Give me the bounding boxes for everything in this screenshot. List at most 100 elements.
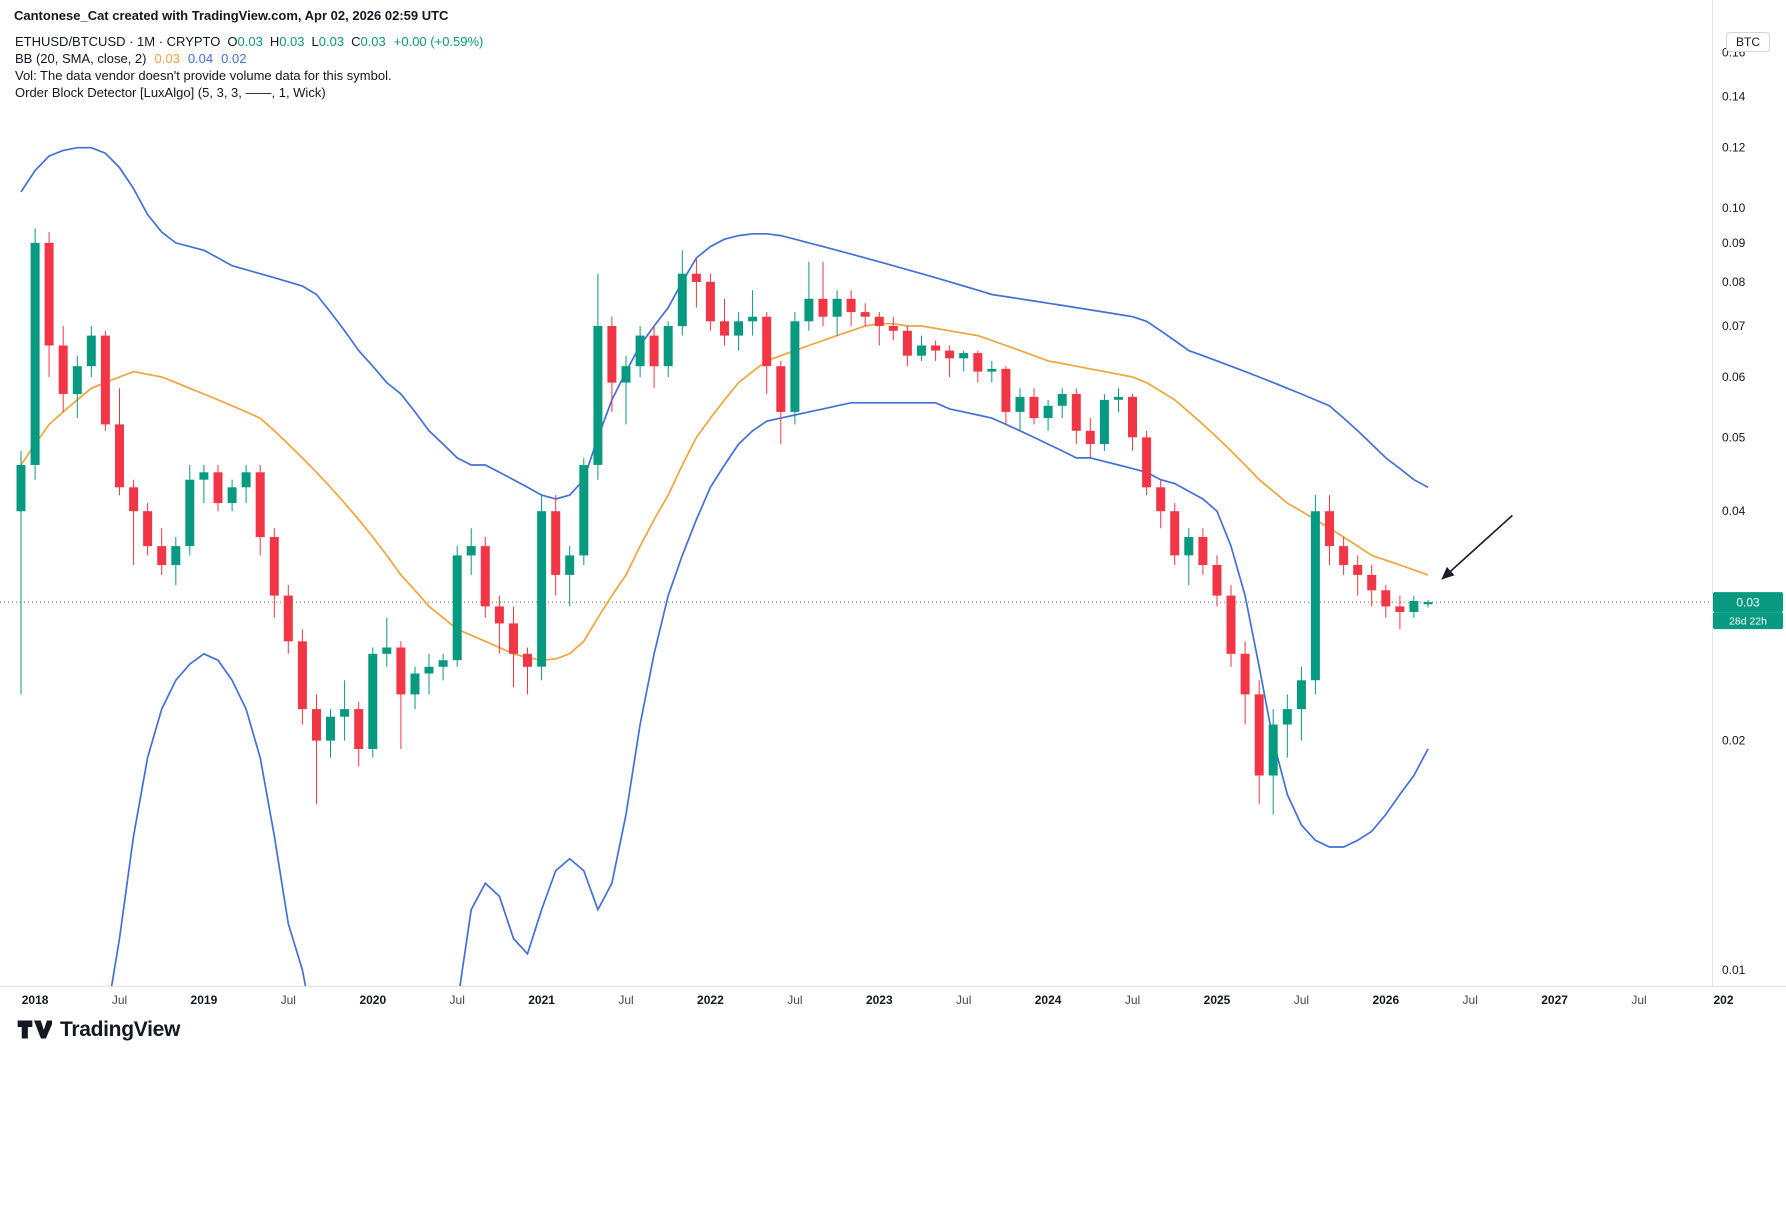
candle[interactable] bbox=[368, 647, 378, 758]
candle[interactable] bbox=[523, 647, 532, 695]
candle[interactable] bbox=[917, 335, 926, 361]
candle[interactable] bbox=[860, 303, 870, 326]
candle[interactable] bbox=[888, 316, 898, 341]
candle[interactable] bbox=[818, 261, 828, 326]
candle[interactable] bbox=[1367, 565, 1377, 607]
candle[interactable] bbox=[1001, 366, 1011, 425]
candle[interactable] bbox=[1029, 388, 1039, 425]
candle[interactable] bbox=[354, 701, 364, 767]
candle[interactable] bbox=[720, 298, 729, 346]
bb-upper-line[interactable] bbox=[20, 146, 1429, 500]
candle[interactable] bbox=[677, 250, 687, 336]
candle[interactable] bbox=[129, 479, 139, 565]
candle[interactable] bbox=[382, 617, 392, 667]
candle[interactable] bbox=[1395, 595, 1405, 630]
candle[interactable] bbox=[1142, 430, 1152, 496]
candle[interactable] bbox=[579, 457, 589, 565]
time-axis[interactable] bbox=[0, 986, 1786, 1012]
candle[interactable] bbox=[283, 585, 293, 654]
chart-pane[interactable] bbox=[0, 0, 1712, 986]
candle[interactable] bbox=[1099, 394, 1109, 451]
candle[interactable] bbox=[1156, 479, 1166, 529]
candle[interactable] bbox=[44, 232, 54, 377]
candle[interactable] bbox=[185, 465, 195, 556]
candle[interactable] bbox=[874, 312, 884, 346]
candle[interactable] bbox=[1339, 537, 1349, 575]
candle[interactable] bbox=[58, 326, 68, 412]
candle[interactable] bbox=[213, 465, 223, 512]
candle[interactable] bbox=[241, 465, 251, 504]
candle[interactable] bbox=[1015, 388, 1025, 431]
candle[interactable] bbox=[424, 653, 434, 695]
candle[interactable] bbox=[410, 666, 420, 710]
candle[interactable] bbox=[509, 606, 518, 688]
candle[interactable] bbox=[1212, 555, 1222, 607]
candle[interactable] bbox=[1423, 599, 1433, 608]
candle[interactable] bbox=[1043, 399, 1053, 431]
currency-toggle-btc[interactable]: BTC bbox=[1726, 32, 1770, 52]
bb-basis-line[interactable] bbox=[20, 322, 1429, 662]
candle[interactable] bbox=[143, 503, 153, 556]
order-block-indicator-title[interactable]: Order Block Detector [LuxAlgo] (5, 3, 3,… bbox=[15, 85, 326, 100]
candle[interactable] bbox=[1310, 495, 1320, 695]
candle[interactable] bbox=[255, 465, 265, 556]
candle[interactable] bbox=[1170, 503, 1180, 565]
price-axis[interactable] bbox=[1712, 0, 1786, 986]
candle[interactable] bbox=[790, 312, 800, 425]
candle[interactable] bbox=[171, 537, 181, 586]
candle[interactable] bbox=[1226, 585, 1236, 667]
volume-indicator-message[interactable]: Vol: The data vendor doesn't provide vol… bbox=[15, 68, 392, 83]
bb-indicator-title[interactable]: BB (20, SMA, close, 2) bbox=[15, 51, 147, 66]
last-price-badge[interactable]: 0.03 28d 22h bbox=[1713, 592, 1783, 630]
candle[interactable] bbox=[438, 653, 448, 681]
candle[interactable] bbox=[340, 680, 350, 741]
bb-lower-line[interactable] bbox=[105, 401, 1429, 1012]
candle[interactable] bbox=[1254, 680, 1264, 805]
candle[interactable] bbox=[297, 629, 307, 725]
candle[interactable] bbox=[1409, 595, 1419, 618]
candle[interactable] bbox=[1268, 709, 1278, 815]
candle[interactable] bbox=[269, 528, 279, 618]
candle[interactable] bbox=[593, 273, 603, 480]
candle[interactable] bbox=[973, 350, 983, 383]
candle[interactable] bbox=[748, 290, 758, 336]
candle[interactable] bbox=[1184, 528, 1194, 586]
candle[interactable] bbox=[1282, 694, 1292, 758]
candle[interactable] bbox=[1071, 388, 1081, 445]
candle[interactable] bbox=[480, 537, 490, 618]
symbol-title[interactable]: ETHUSD/BTCUSD · 1M · CRYPTO bbox=[15, 34, 221, 49]
candle[interactable] bbox=[494, 595, 504, 654]
candle[interactable] bbox=[312, 694, 321, 805]
candle[interactable] bbox=[396, 641, 406, 749]
candle[interactable] bbox=[902, 326, 912, 367]
candle[interactable] bbox=[734, 312, 744, 351]
candle[interactable] bbox=[635, 326, 645, 377]
candle[interactable] bbox=[1128, 394, 1137, 451]
candle[interactable] bbox=[705, 273, 715, 331]
candle[interactable] bbox=[1325, 495, 1334, 565]
candle[interactable] bbox=[621, 355, 631, 425]
candle[interactable] bbox=[199, 465, 209, 504]
candle[interactable] bbox=[157, 528, 167, 575]
candle[interactable] bbox=[846, 290, 856, 326]
candle[interactable] bbox=[72, 355, 82, 419]
tradingview-logo[interactable]: TradingView bbox=[16, 1016, 180, 1043]
candle[interactable] bbox=[227, 479, 237, 512]
candle[interactable] bbox=[326, 709, 335, 758]
candle[interactable] bbox=[1296, 666, 1306, 741]
candle[interactable] bbox=[931, 340, 941, 361]
candle[interactable] bbox=[452, 546, 462, 667]
candle[interactable] bbox=[565, 546, 575, 607]
candle[interactable] bbox=[1381, 585, 1391, 618]
candle[interactable] bbox=[945, 345, 955, 378]
candle[interactable] bbox=[537, 495, 547, 681]
drawing-arrow[interactable] bbox=[1441, 514, 1513, 580]
candle[interactable] bbox=[1240, 641, 1250, 725]
candle[interactable] bbox=[1057, 388, 1067, 419]
candle[interactable] bbox=[987, 360, 997, 383]
candle[interactable] bbox=[804, 261, 814, 331]
candle[interactable] bbox=[607, 316, 617, 412]
candle[interactable] bbox=[691, 257, 701, 308]
candle[interactable] bbox=[466, 528, 476, 575]
candle[interactable] bbox=[1114, 388, 1123, 412]
